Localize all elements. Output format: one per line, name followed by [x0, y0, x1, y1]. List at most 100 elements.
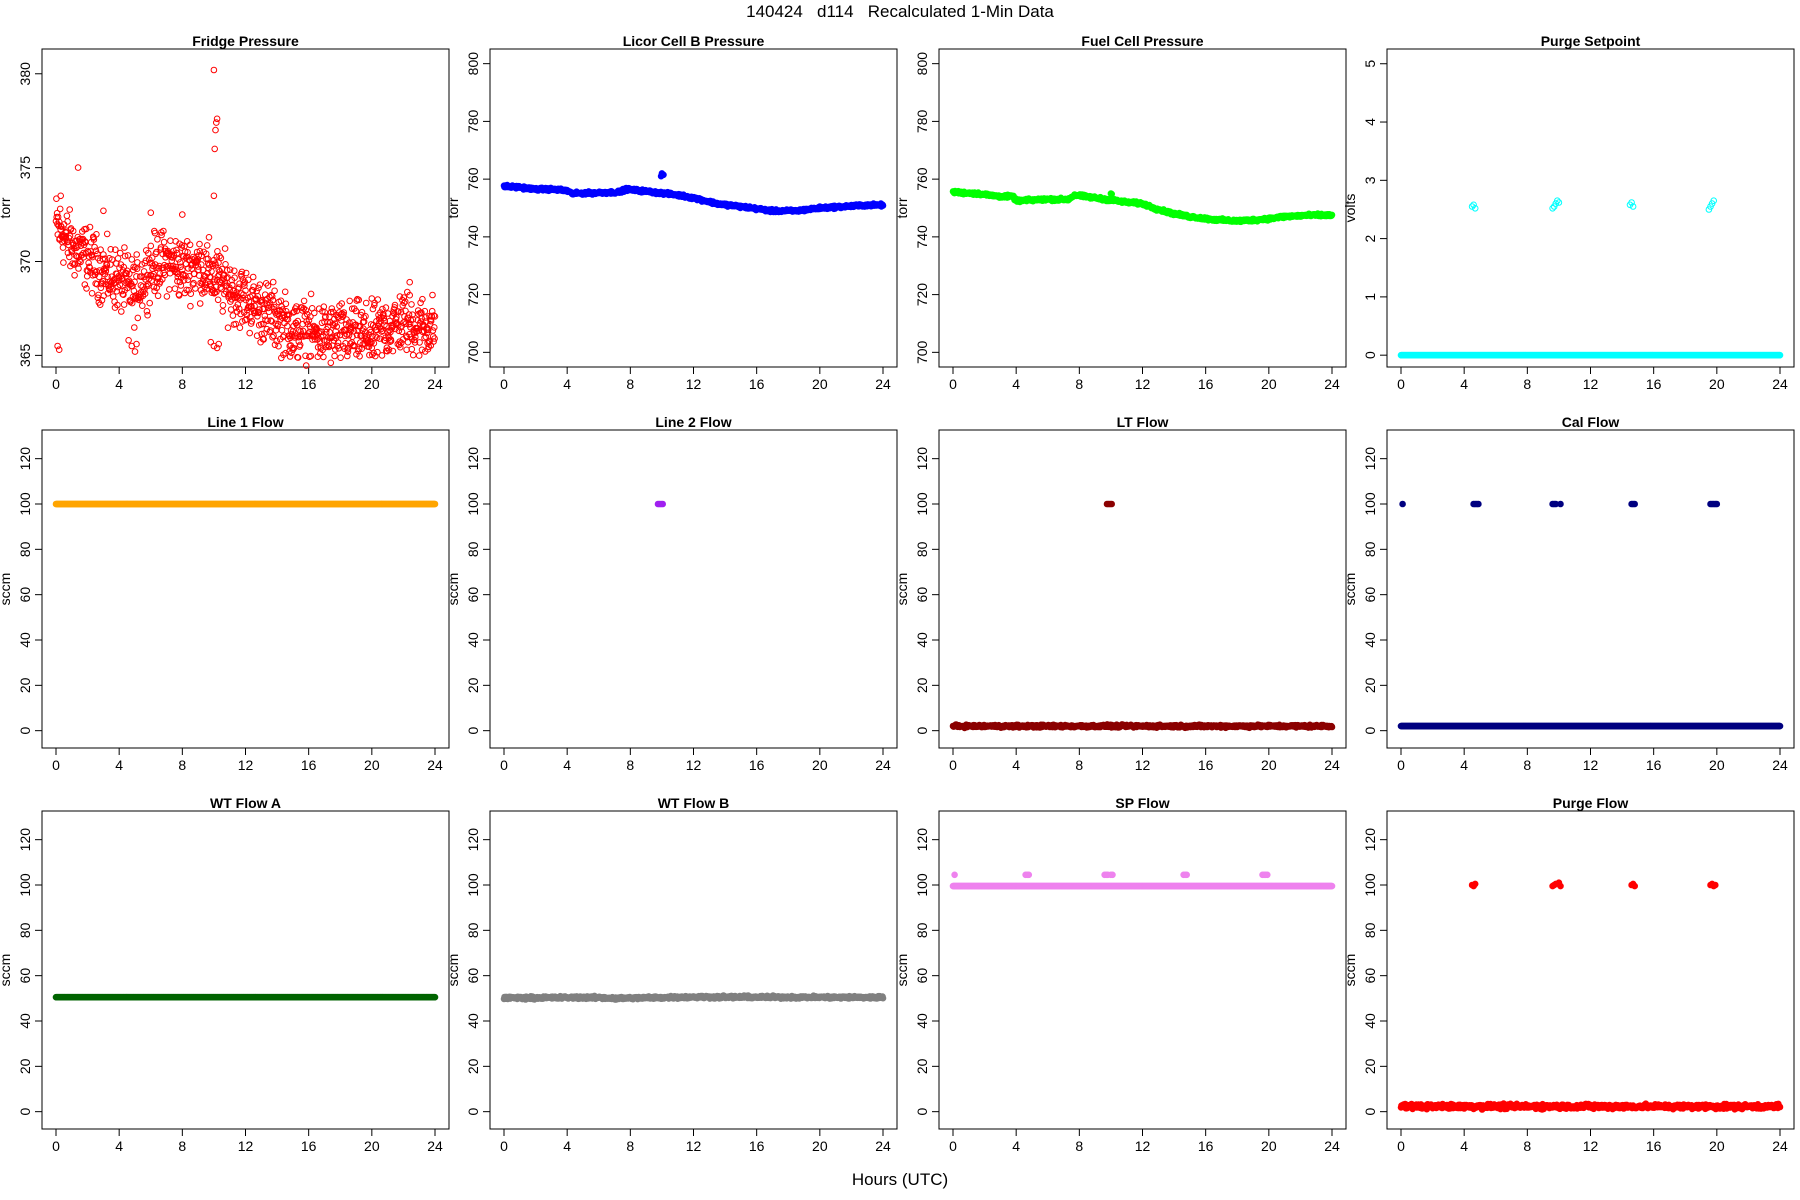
- data-point: [291, 332, 299, 340]
- data-point: [86, 264, 93, 271]
- data-point: [224, 267, 231, 274]
- data-point: [380, 310, 387, 318]
- data-point: [65, 241, 72, 249]
- data-point: [385, 346, 393, 354]
- data-point: [134, 314, 142, 322]
- data-point: [157, 244, 165, 251]
- data-point: [289, 309, 297, 316]
- data-point: [333, 323, 341, 330]
- data-point: [297, 328, 304, 335]
- y-tick-label: 0: [1362, 351, 1378, 359]
- data-point: [316, 338, 324, 345]
- data-point: [300, 297, 308, 305]
- data-point: [269, 278, 277, 286]
- data-point: [307, 290, 315, 298]
- data-point: [131, 348, 139, 355]
- data-point: [140, 268, 148, 275]
- data-point: [173, 269, 180, 276]
- data-point: [346, 297, 354, 305]
- y-axis-label: sccm: [894, 573, 910, 606]
- data-point: [81, 281, 89, 288]
- x-tick-label: 0: [500, 376, 508, 392]
- panel-title: Fridge Pressure: [192, 33, 299, 49]
- x-tick-label: 24: [875, 376, 891, 392]
- y-tick-label: 120: [914, 447, 930, 471]
- data-point: [397, 308, 405, 316]
- data-point: [139, 302, 146, 310]
- data-point: [214, 296, 222, 304]
- data-point: [93, 280, 101, 288]
- data-point: [211, 145, 218, 153]
- data-point: [147, 242, 155, 250]
- y-tick-label: 120: [17, 447, 33, 471]
- data-point: [362, 313, 369, 320]
- x-tick-label: 16: [1198, 757, 1214, 773]
- data-point: [389, 347, 397, 355]
- data-point: [100, 207, 107, 215]
- data-point: [307, 313, 314, 320]
- y-tick-label: 720: [465, 283, 481, 307]
- x-tick-label: 20: [364, 757, 380, 773]
- data-point: [121, 252, 129, 260]
- data-point: [431, 313, 439, 320]
- data-point: [302, 352, 309, 360]
- y-tick-label: 780: [465, 110, 481, 134]
- plot-frame: [41, 429, 450, 749]
- data-point: [213, 288, 220, 296]
- data-point: [104, 290, 112, 297]
- data-point: [302, 307, 310, 314]
- data-point: [408, 301, 415, 308]
- data-point: [357, 332, 364, 340]
- data-point: [331, 352, 338, 360]
- panel-title: Purge Setpoint: [1541, 33, 1641, 49]
- data-point: [256, 306, 263, 313]
- data-point: [371, 302, 378, 309]
- y-tick-label: 5: [1362, 60, 1378, 68]
- data-point: [879, 202, 887, 209]
- data-point: [116, 249, 124, 257]
- y-tick-label: 700: [465, 340, 481, 364]
- data-point: [386, 317, 394, 325]
- data-point: [66, 253, 73, 261]
- data-point: [120, 291, 127, 299]
- data-point: [187, 290, 195, 298]
- data-point: [163, 293, 171, 300]
- x-tick-label: 24: [1772, 376, 1788, 392]
- data-point: [368, 344, 376, 352]
- data-point: [74, 164, 82, 171]
- y-tick-label: 60: [914, 587, 930, 603]
- data-point: [426, 320, 434, 328]
- y-tick-label: 3: [1362, 176, 1378, 184]
- x-tick-label: 0: [500, 757, 508, 773]
- data-point: [428, 307, 436, 315]
- data-point: [151, 229, 159, 237]
- data-point: [123, 270, 130, 278]
- data-point: [242, 287, 249, 294]
- data-point: [425, 338, 433, 346]
- data-point: [276, 307, 284, 314]
- data-point: [238, 268, 246, 276]
- y-axis-label: torr: [445, 197, 461, 218]
- data-point: [124, 252, 132, 259]
- data-point: [235, 294, 242, 302]
- y-tick-label: 100: [465, 492, 481, 516]
- data-point: [108, 256, 116, 263]
- x-tick-label: 0: [52, 757, 60, 773]
- x-tick-label: 16: [1198, 376, 1214, 392]
- y-axis-label: sccm: [0, 573, 13, 606]
- x-tick-label: 20: [1261, 376, 1277, 392]
- data-point: [206, 261, 213, 269]
- y-tick-label: 720: [914, 283, 930, 307]
- x-tick-label: 4: [1012, 376, 1020, 392]
- y-tick-label: 40: [17, 632, 33, 648]
- data-point: [355, 345, 363, 353]
- data-point: [333, 332, 341, 339]
- x-tick-label: 4: [115, 757, 123, 773]
- data-point: [213, 344, 221, 352]
- data-point: [120, 263, 127, 271]
- data-point: [336, 302, 343, 310]
- data-point: [369, 321, 377, 329]
- data-point: [289, 346, 297, 354]
